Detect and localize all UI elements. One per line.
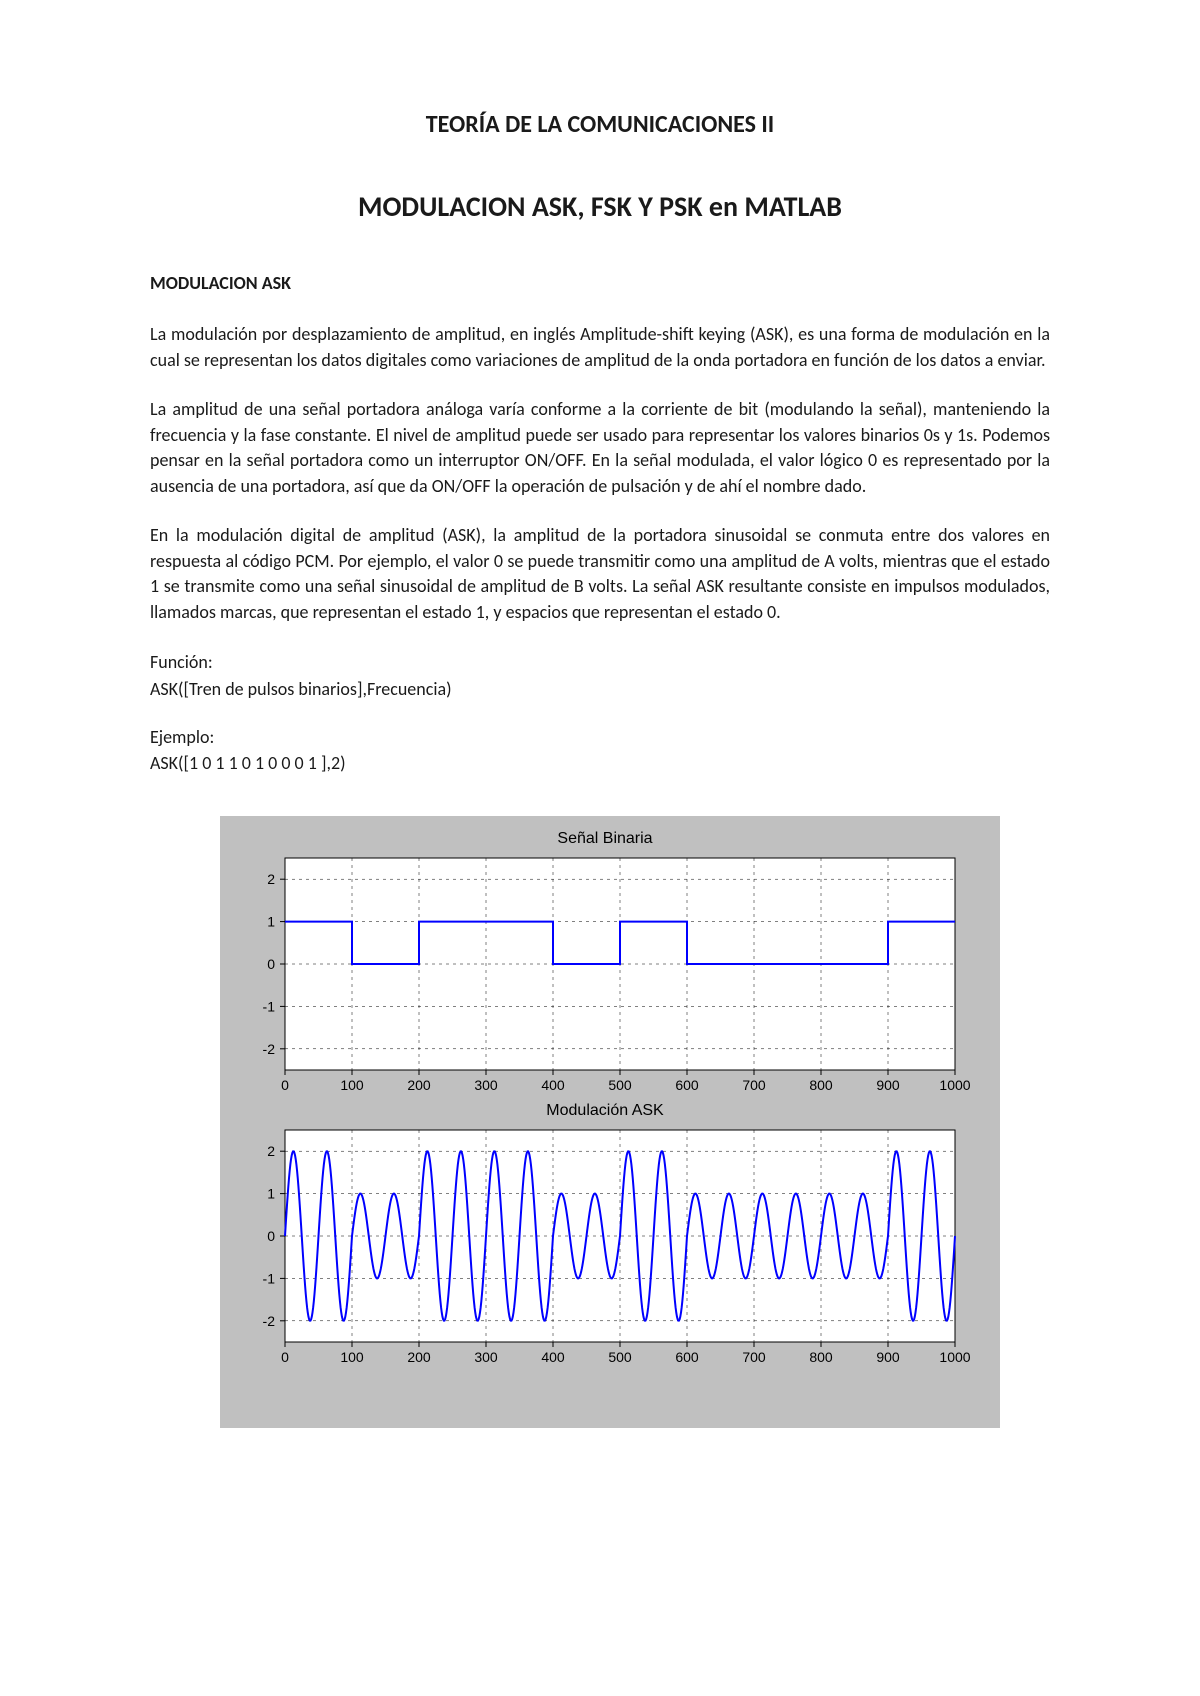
svg-text:400: 400 — [541, 1349, 565, 1365]
svg-text:1000: 1000 — [939, 1349, 970, 1365]
svg-text:200: 200 — [407, 1077, 431, 1093]
svg-text:2: 2 — [267, 1143, 275, 1159]
svg-text:-2: -2 — [263, 1041, 276, 1057]
svg-text:300: 300 — [474, 1349, 498, 1365]
svg-text:100: 100 — [340, 1349, 364, 1365]
svg-text:800: 800 — [809, 1349, 833, 1365]
svg-text:600: 600 — [675, 1077, 699, 1093]
svg-text:300: 300 — [474, 1077, 498, 1093]
svg-text:-1: -1 — [263, 1270, 276, 1286]
chart-binary-signal: 0 100 200 300 400 500 600 700 800 900 1000 -2 -1 0 1 2 — [235, 850, 975, 1100]
svg-text:600: 600 — [675, 1349, 699, 1365]
svg-text:900: 900 — [876, 1349, 900, 1365]
paragraph-2: La amplitud de una señal portadora análo… — [150, 397, 1050, 499]
svg-text:500: 500 — [608, 1077, 632, 1093]
function-signature: ASK([Tren de pulsos binarios],Frecuencia… — [150, 676, 1050, 702]
paragraph-1: La modulación por desplazamiento de ampl… — [150, 322, 1050, 373]
svg-text:-2: -2 — [263, 1313, 276, 1329]
svg-text:700: 700 — [742, 1349, 766, 1365]
section-heading-ask: MODULACION ASK — [150, 272, 1050, 294]
svg-text:1000: 1000 — [939, 1077, 970, 1093]
chart-title-bottom: Modulación ASK — [546, 1102, 663, 1120]
subject-heading: TEORÍA DE LA COMUNICACIONES II — [150, 110, 1050, 139]
svg-text:400: 400 — [541, 1077, 565, 1093]
matlab-figure: Señal Binaria 01002003004005006007008009… — [220, 816, 1000, 1428]
svg-text:0: 0 — [267, 1228, 275, 1244]
paragraph-3: En la modulación digital de amplitud (AS… — [150, 523, 1050, 625]
svg-text:500: 500 — [608, 1349, 632, 1365]
svg-text:100: 100 — [340, 1077, 364, 1093]
svg-text:700: 700 — [742, 1077, 766, 1093]
svg-text:0: 0 — [281, 1349, 289, 1365]
chart-ask-modulation: 0 100 200 300 400 500 600 700 800 900 1000 -2 -1 0 1 2 — [235, 1122, 975, 1372]
svg-text:1: 1 — [267, 1185, 275, 1201]
function-label: Función: — [150, 649, 1050, 675]
svg-text:900: 900 — [876, 1077, 900, 1093]
example-block: Ejemplo: ASK([1 0 1 1 0 1 0 0 0 1 ],2) — [150, 724, 1050, 776]
svg-text:1: 1 — [267, 913, 275, 929]
svg-text:0: 0 — [267, 956, 275, 972]
svg-text:2: 2 — [267, 871, 275, 887]
main-title: MODULACION ASK, FSK Y PSK en MATLAB — [150, 189, 1050, 224]
chart-title-top: Señal Binaria — [557, 830, 652, 848]
function-block: Función: ASK([Tren de pulsos binarios],F… — [150, 649, 1050, 701]
svg-text:800: 800 — [809, 1077, 833, 1093]
example-label: Ejemplo: — [150, 724, 1050, 750]
svg-text:0: 0 — [281, 1077, 289, 1093]
example-call: ASK([1 0 1 1 0 1 0 0 0 1 ],2) — [150, 750, 1050, 776]
svg-text:-1: -1 — [263, 998, 276, 1014]
svg-text:200: 200 — [407, 1349, 431, 1365]
